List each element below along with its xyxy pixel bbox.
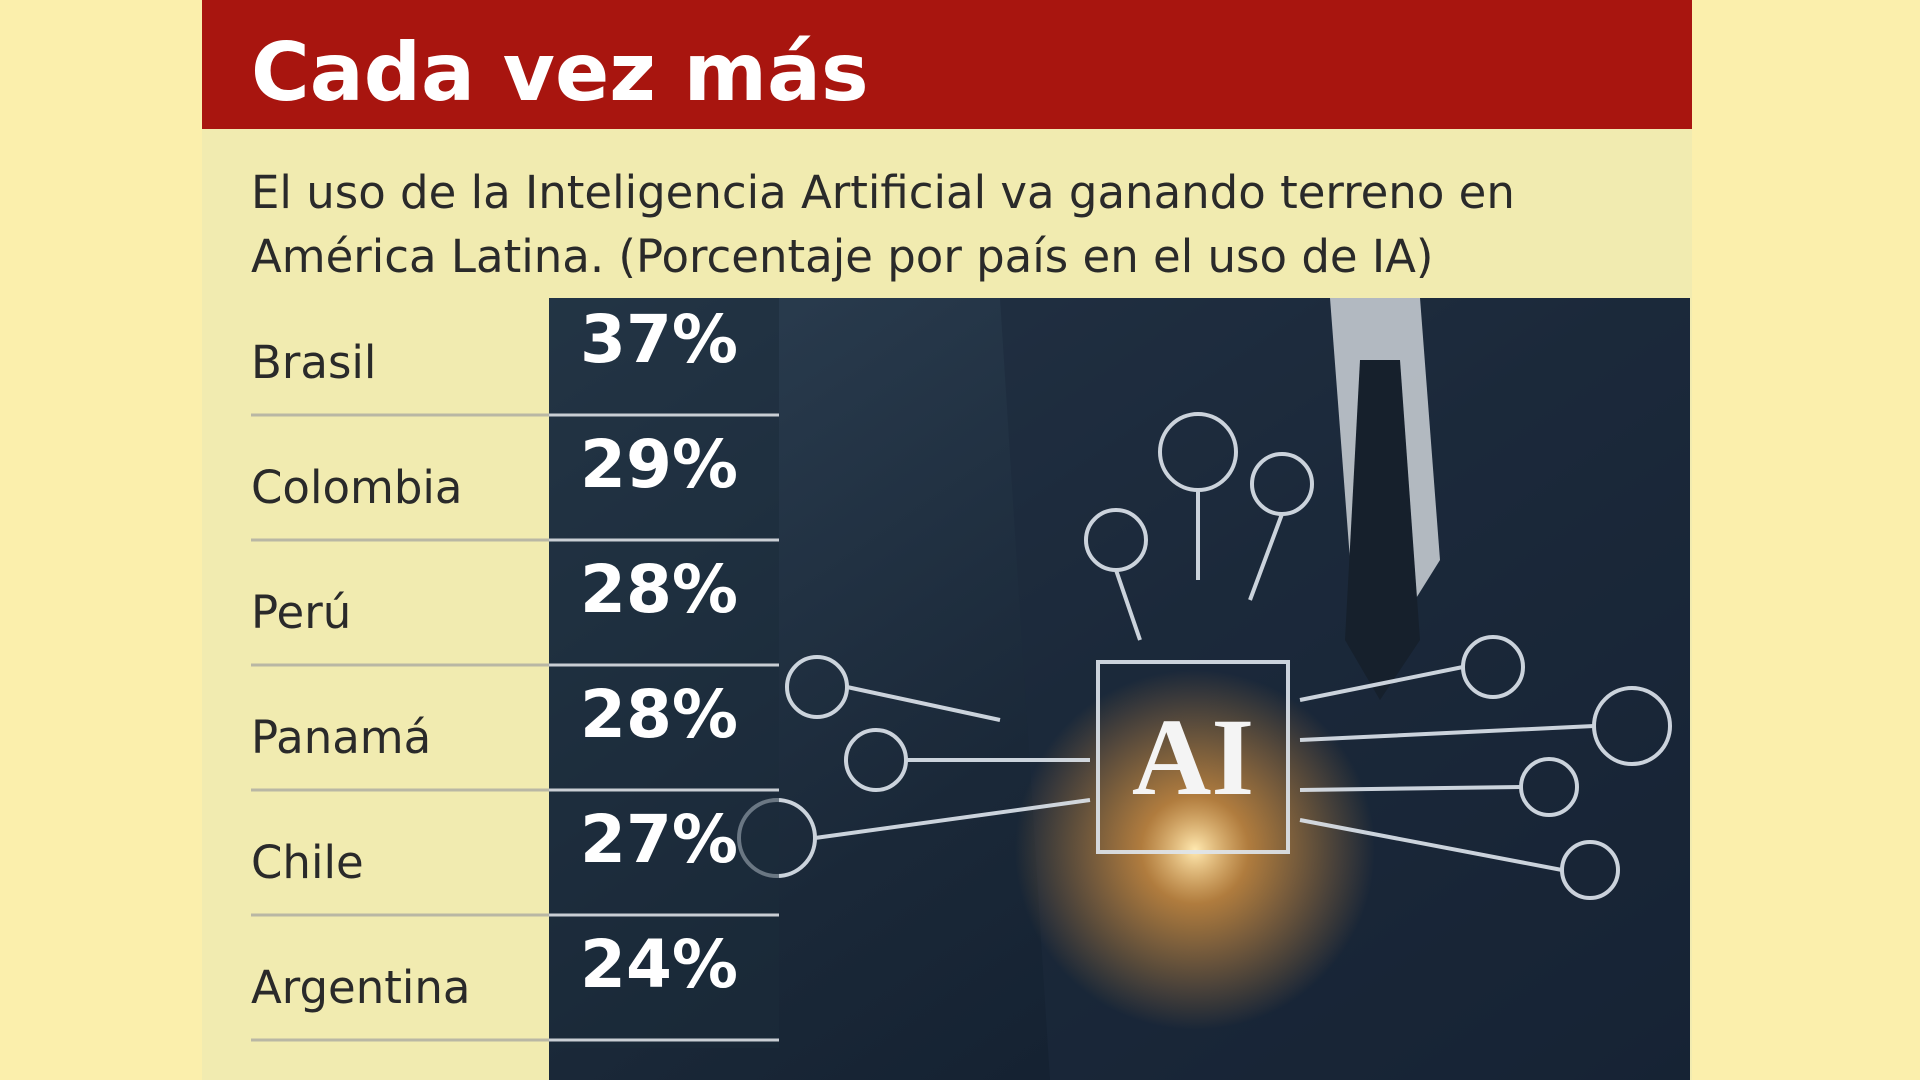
country-label: Argentina	[251, 961, 471, 1014]
value-band	[549, 423, 779, 548]
value-label: 28%	[580, 676, 738, 753]
value-label: 37%	[580, 301, 738, 378]
rows: Brasil 37% Colombia 29% Perú 28% Panamá 28% Chil…	[251, 298, 779, 1048]
subtitle-line: El uso de la Inteligencia Artificial va …	[251, 166, 1515, 219]
country-label: Colombia	[251, 461, 462, 514]
subtitle-line: América Latina. (Porcentaje por país en …	[251, 230, 1433, 283]
value-band	[549, 548, 779, 673]
country-label: Brasil	[251, 336, 376, 389]
svg-text:AI: AI	[1132, 696, 1254, 818]
country-label: Perú	[251, 586, 351, 639]
value-band	[549, 798, 779, 923]
value-label: 24%	[580, 926, 738, 1003]
value-label: 27%	[580, 801, 738, 878]
value-band	[549, 923, 779, 1048]
value-band	[549, 673, 779, 798]
value-band	[549, 298, 779, 423]
title: Cada vez más	[251, 26, 869, 119]
country-label: Chile	[251, 836, 364, 889]
value-label: 29%	[580, 426, 738, 503]
value-label: 28%	[580, 551, 738, 628]
country-label: Panamá	[251, 711, 431, 764]
header-band	[202, 0, 1692, 129]
